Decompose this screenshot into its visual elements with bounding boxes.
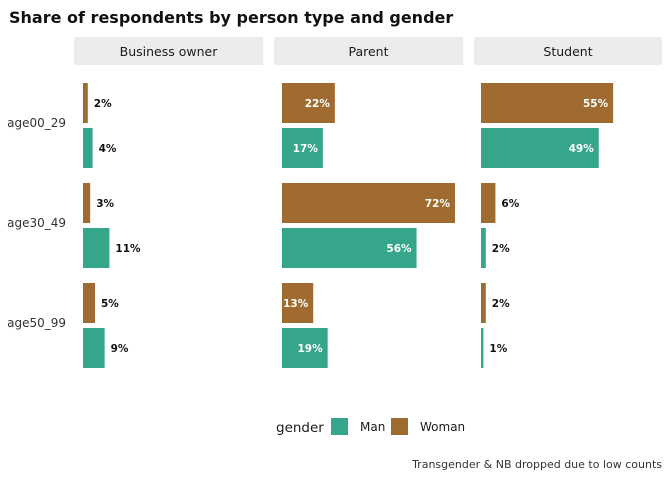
facet-strip-business-owner [74, 37, 263, 65]
data-label-man-parent-age50-99: 19% [298, 343, 324, 355]
facet-strips: Business owner Parent Student [74, 37, 662, 65]
y-tick-label-age50-99: age50_99 [7, 316, 66, 330]
data-label-man-business-owner-age30-49: 11% [115, 243, 141, 255]
data-label-man-parent-age00-29: 17% [293, 143, 319, 155]
bar-man-business-owner-age50-99 [83, 328, 105, 368]
bar-woman-business-owner-age50-99 [83, 283, 96, 323]
bar-man-business-owner-age00-29 [83, 128, 93, 168]
data-label-woman-student-age50-99: 2% [492, 298, 510, 310]
bar-man-parent-age00-29 [282, 128, 323, 168]
bar-man-student-age30-49 [481, 228, 486, 268]
bar-man-student-age00-29 [481, 128, 599, 168]
bar-woman-student-age00-29 [481, 83, 614, 123]
data-label-woman-business-owner-age50-99: 5% [101, 298, 119, 310]
facet-strip-student [474, 37, 662, 65]
data-label-woman-student-age00-29: 55% [583, 98, 609, 110]
y-tick-label-age00-29: age00_29 [7, 116, 66, 130]
data-label-woman-parent-age30-49: 72% [425, 198, 451, 210]
bar-man-student-age50-99 [481, 328, 484, 368]
legend-key-woman [391, 418, 408, 435]
bar-man-business-owner-age30-49 [83, 228, 110, 268]
legend-label-man: Man [360, 420, 385, 434]
data-labels: 2% 3% 5% 22% 72% 13% 55% 6% 2% 4% 11% 9% 17% 56% 19% 49… [94, 98, 609, 355]
bar-woman-student-age30-49 [481, 183, 496, 223]
data-label-woman-parent-age00-29: 22% [305, 98, 331, 110]
data-label-woman-parent-age50-99: 13% [283, 298, 309, 310]
bar-woman-parent-age50-99 [282, 283, 314, 323]
legend: gender Man Woman [276, 418, 465, 436]
data-label-man-business-owner-age00-29: 4% [99, 143, 117, 155]
data-label-woman-business-owner-age00-29: 2% [94, 98, 112, 110]
data-label-man-student-age30-49: 2% [492, 243, 510, 255]
facet-label-business-owner: Business owner [120, 44, 219, 59]
legend-title: gender [276, 420, 324, 436]
bar-woman-student-age50-99 [481, 283, 486, 323]
data-label-man-business-owner-age50-99: 9% [111, 343, 129, 355]
bar-woman-parent-age00-29 [282, 83, 335, 123]
data-label-woman-business-owner-age30-49: 3% [96, 198, 114, 210]
data-label-woman-student-age30-49: 6% [501, 198, 519, 210]
y-axis: age00_29 age30_49 age50_99 [7, 116, 66, 330]
legend-label-woman: Woman [420, 420, 465, 434]
data-label-man-student-age00-29: 49% [569, 143, 595, 155]
facet-label-student: Student [543, 44, 592, 59]
chart-title: Share of respondents by person type and … [9, 8, 453, 27]
bar-man-parent-age50-99 [282, 328, 328, 368]
bar-woman-business-owner-age30-49 [83, 183, 91, 223]
chart-caption: Transgender & NB dropped due to low coun… [411, 458, 662, 471]
bar-woman-parent-age30-49 [282, 183, 455, 223]
bar-man-parent-age30-49 [282, 228, 417, 268]
y-tick-label-age30-49: age30_49 [7, 216, 66, 230]
facet-strip-parent [274, 37, 463, 65]
legend-key-man [331, 418, 348, 435]
bar-woman-business-owner-age00-29 [83, 83, 88, 123]
data-label-man-parent-age30-49: 56% [386, 243, 412, 255]
bars [83, 83, 614, 368]
data-label-man-student-age50-99: 1% [489, 343, 507, 355]
facet-label-parent: Parent [348, 44, 388, 59]
